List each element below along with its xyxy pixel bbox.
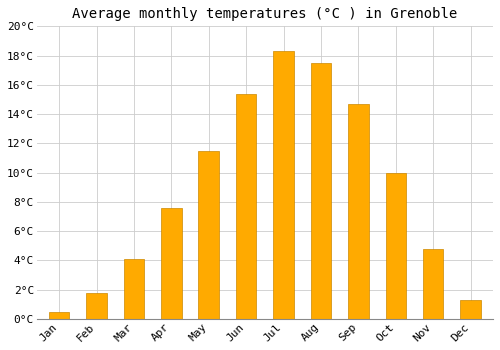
- Title: Average monthly temperatures (°C ) in Grenoble: Average monthly temperatures (°C ) in Gr…: [72, 7, 458, 21]
- Bar: [49, 312, 70, 319]
- Bar: [124, 259, 144, 319]
- Bar: [386, 173, 406, 319]
- Bar: [423, 248, 444, 319]
- Bar: [460, 300, 481, 319]
- Bar: [161, 208, 182, 319]
- Bar: [198, 150, 219, 319]
- Bar: [310, 63, 332, 319]
- Bar: [86, 293, 107, 319]
- Bar: [236, 93, 256, 319]
- Bar: [348, 104, 368, 319]
- Bar: [274, 51, 294, 319]
